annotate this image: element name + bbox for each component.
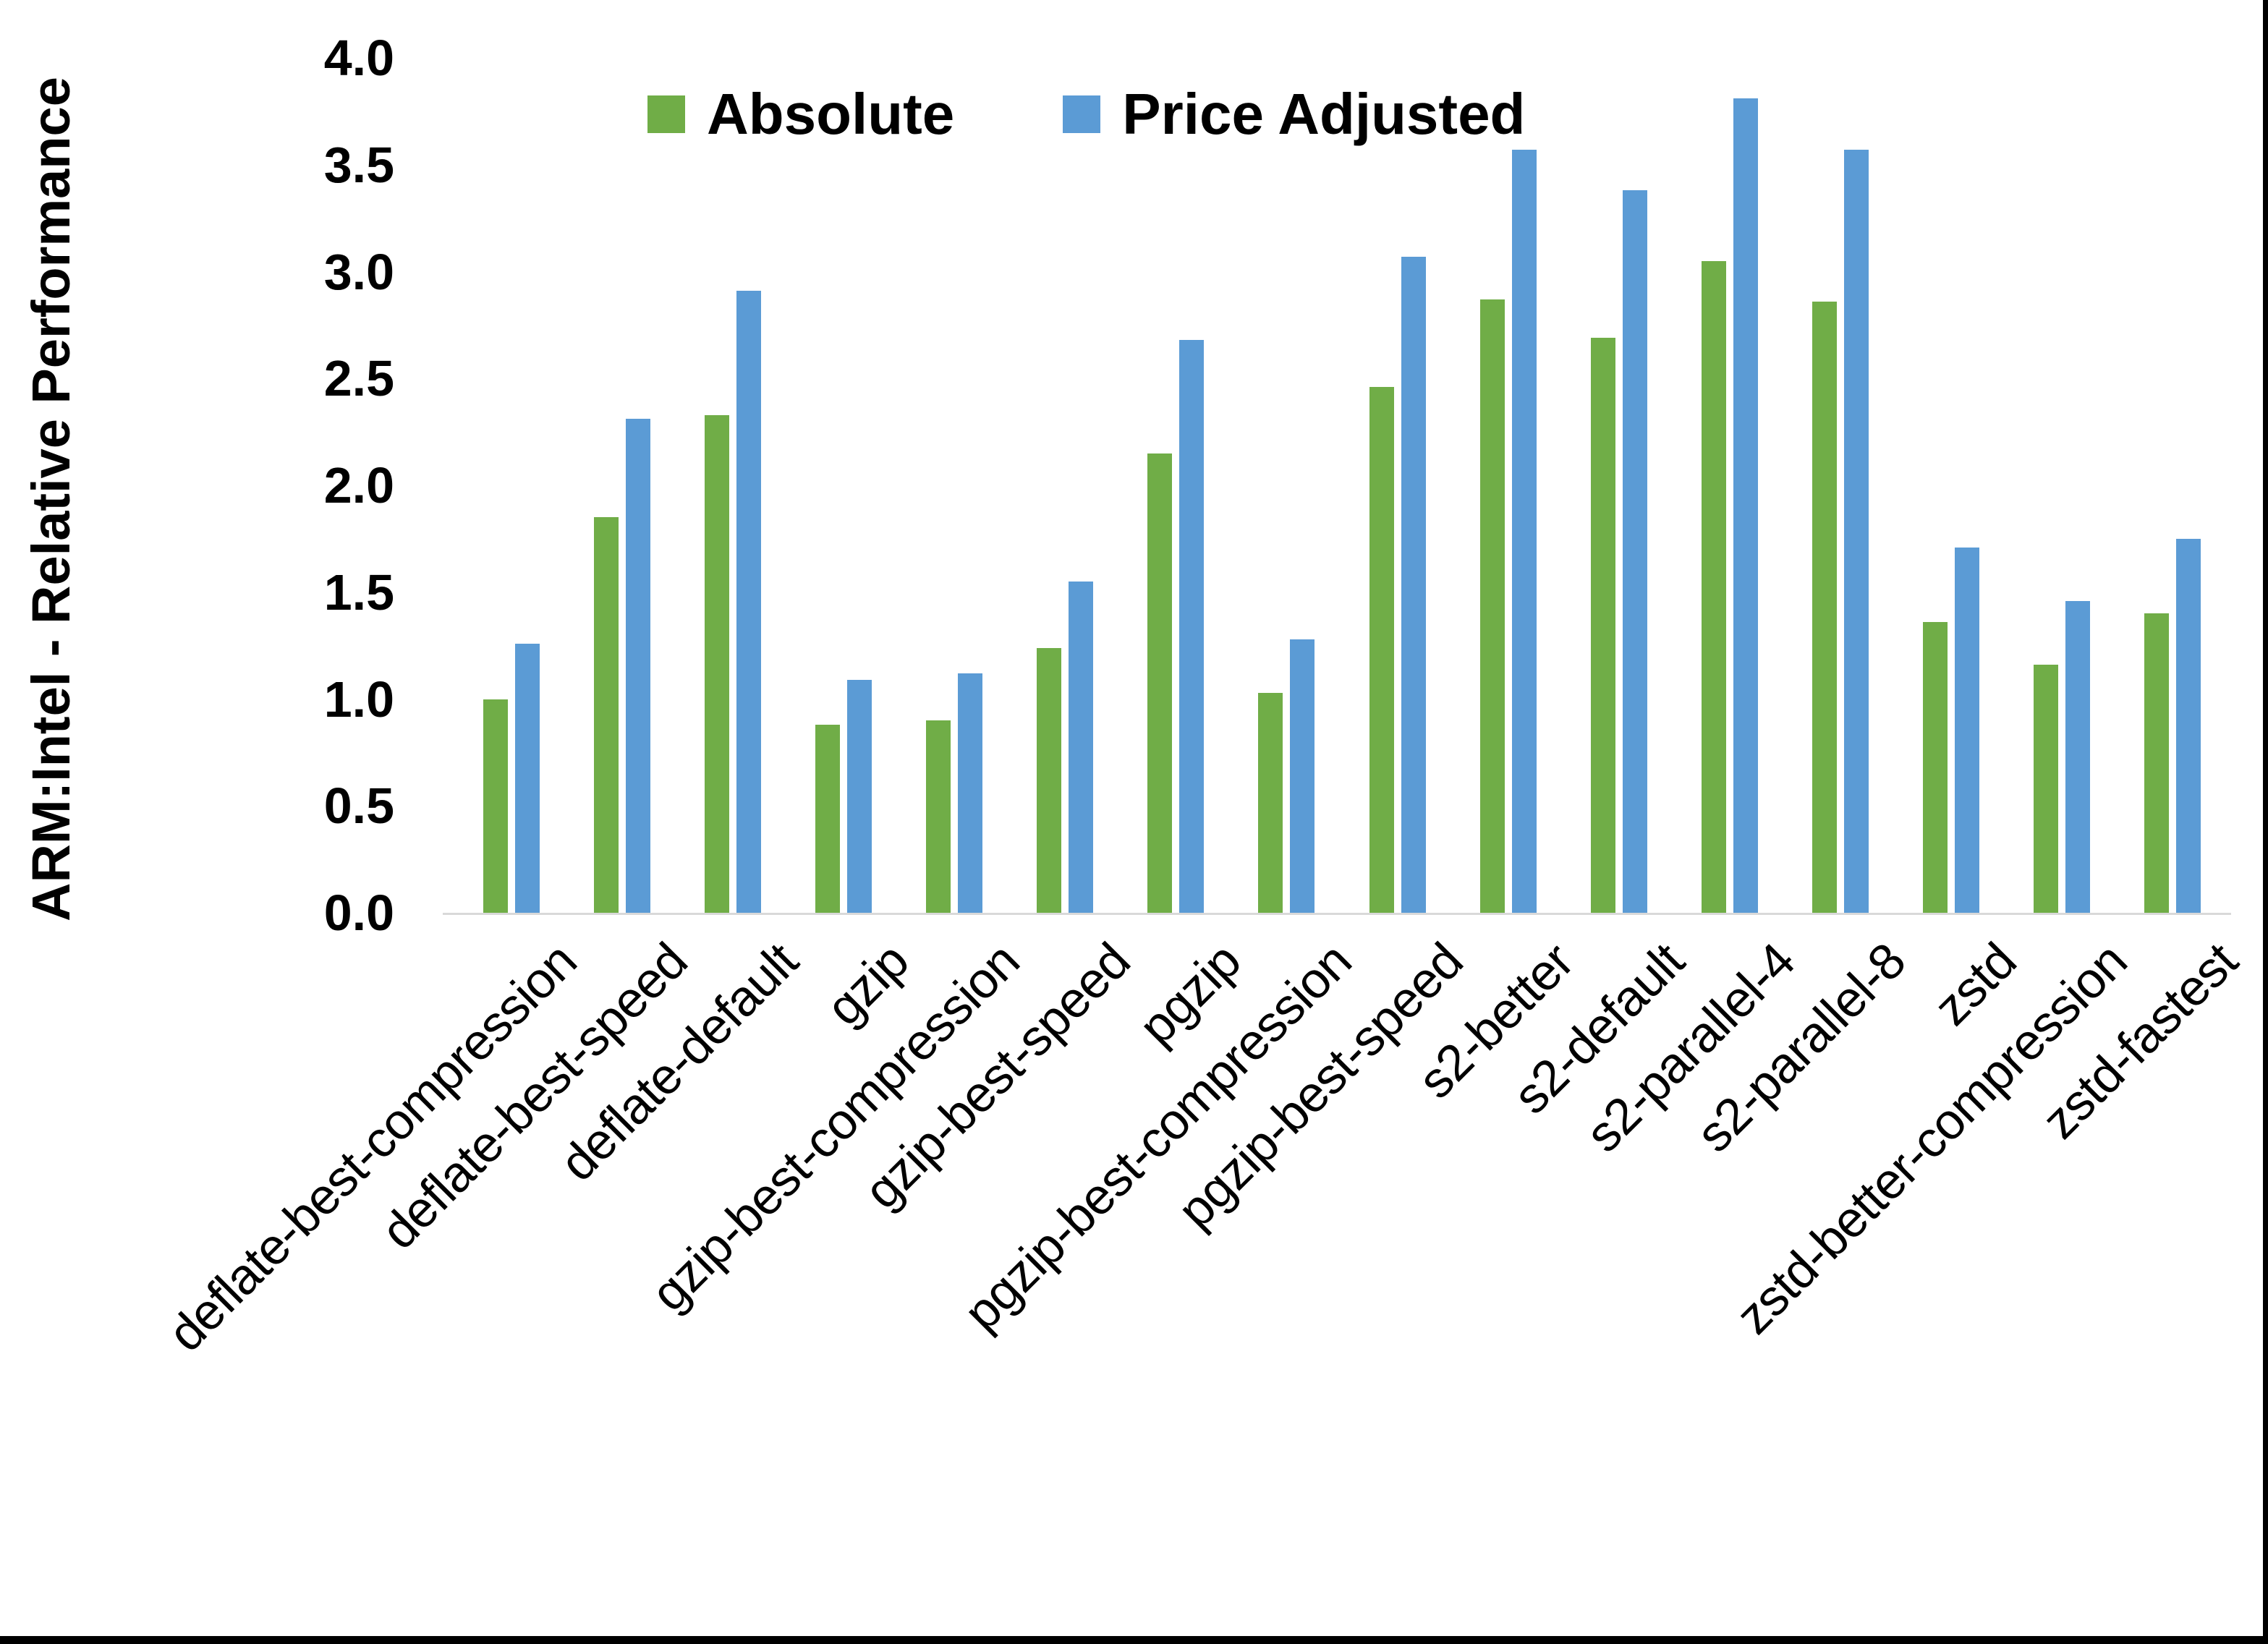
bar-deflate-best-speed-absolute bbox=[593, 517, 619, 913]
legend-swatch-absolute-icon bbox=[647, 95, 685, 133]
y-axis-title: ARM:Intel - Relative Performance bbox=[21, 77, 81, 921]
bar-pgzip-price-adjusted bbox=[1179, 340, 1205, 913]
bar-s2-default-price-adjusted bbox=[1622, 190, 1647, 913]
bar-s2-better-absolute bbox=[1479, 299, 1505, 913]
bar-s2-parallel-8-absolute bbox=[1812, 301, 1838, 913]
bar-zstd-better-compression-absolute bbox=[2034, 665, 2059, 913]
bar-deflate-best-compression-absolute bbox=[483, 699, 508, 913]
bottom-border bbox=[0, 1636, 2268, 1644]
bar-deflate-default-absolute bbox=[704, 414, 729, 913]
y-tick-label-0.0: 0.0 bbox=[323, 885, 394, 941]
bar-zstd-price-adjusted bbox=[1955, 547, 1980, 913]
x-axis-line bbox=[443, 913, 2231, 915]
bar-zstd-fastest-price-adjusted bbox=[2176, 538, 2201, 913]
bar-gzip-best-compression-price-adjusted bbox=[958, 673, 983, 913]
bar-pgzip-best-speed-price-adjusted bbox=[1401, 256, 1426, 913]
bar-s2-parallel-4-price-adjusted bbox=[1733, 98, 1758, 913]
bar-gzip-absolute bbox=[815, 724, 840, 913]
legend-item-price-adjusted: Price Adjusted bbox=[1063, 81, 1525, 148]
bar-deflate-best-compression-price-adjusted bbox=[514, 643, 540, 913]
bar-gzip-best-speed-absolute bbox=[1037, 647, 1062, 913]
bar-pgzip-best-compression-price-adjusted bbox=[1290, 639, 1315, 913]
bar-s2-parallel-8-price-adjusted bbox=[1844, 150, 1869, 913]
bar-pgzip-absolute bbox=[1147, 453, 1173, 913]
y-tick-label-1.5: 1.5 bbox=[323, 563, 394, 621]
y-tick-label-2.5: 2.5 bbox=[323, 350, 394, 407]
bar-deflate-best-speed-price-adjusted bbox=[625, 419, 650, 913]
y-tick-label-3.5: 3.5 bbox=[323, 136, 394, 193]
bar-gzip-best-compression-absolute bbox=[926, 720, 951, 913]
bar-zstd-better-compression-price-adjusted bbox=[2065, 600, 2091, 913]
y-tick-label-3.0: 3.0 bbox=[323, 243, 394, 300]
legend-item-absolute: Absolute bbox=[647, 81, 954, 148]
legend-label-absolute: Absolute bbox=[707, 82, 955, 146]
bar-pgzip-best-speed-absolute bbox=[1369, 387, 1394, 913]
bar-s2-default-absolute bbox=[1590, 338, 1615, 913]
legend-label-price-adjusted: Price Adjusted bbox=[1122, 82, 1526, 146]
bar-deflate-default-price-adjusted bbox=[736, 291, 761, 913]
legend: Absolute Price Adjusted bbox=[647, 81, 1525, 148]
bar-s2-better-price-adjusted bbox=[1511, 150, 1537, 913]
bar-gzip-best-speed-price-adjusted bbox=[1069, 581, 1094, 913]
bar-pgzip-best-compression-absolute bbox=[1258, 692, 1283, 913]
right-border bbox=[2263, 0, 2268, 1644]
bar-gzip-price-adjusted bbox=[846, 679, 872, 913]
legend-swatch-price-adjusted-icon bbox=[1063, 95, 1101, 133]
bar-zstd-absolute bbox=[1923, 622, 1948, 913]
y-tick-label-1.0: 1.0 bbox=[323, 670, 394, 728]
y-tick-label-2.0: 2.0 bbox=[323, 457, 394, 514]
bar-zstd-fastest-absolute bbox=[2144, 613, 2170, 913]
y-tick-label-4.0: 4.0 bbox=[323, 30, 394, 86]
plot-area bbox=[456, 58, 2228, 913]
y-tick-label-0.5: 0.5 bbox=[323, 778, 394, 835]
bar-s2-parallel-4-absolute bbox=[1701, 260, 1726, 913]
